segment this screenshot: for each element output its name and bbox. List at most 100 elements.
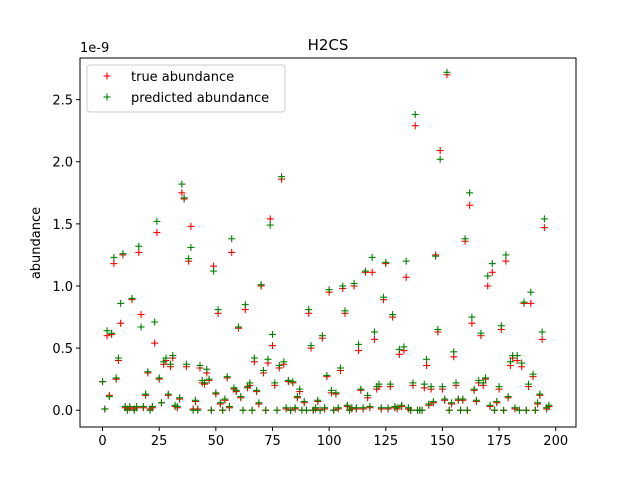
data-point-marker xyxy=(386,380,394,388)
data-point-marker xyxy=(484,282,492,290)
data-point-marker xyxy=(201,379,209,387)
data-point-marker xyxy=(137,311,145,319)
x-tick-label: 175 xyxy=(487,434,512,449)
data-point-marker xyxy=(459,395,467,403)
data-point-marker xyxy=(321,404,329,412)
data-point-marker xyxy=(445,406,453,414)
data-point-marker xyxy=(135,242,143,250)
data-point-marker xyxy=(291,404,299,412)
data-point-marker xyxy=(341,307,349,315)
data-point-marker xyxy=(259,366,267,374)
data-point-marker xyxy=(289,378,297,386)
legend-marker xyxy=(103,93,111,101)
data-point-marker xyxy=(515,406,523,414)
data-point-marker xyxy=(427,383,435,391)
data-point-marker xyxy=(504,393,512,401)
data-point-marker xyxy=(178,180,186,188)
x-tick-label: 100 xyxy=(317,434,342,449)
chart-title: H2CS xyxy=(308,36,349,54)
data-point-marker xyxy=(312,404,320,412)
data-point-marker xyxy=(450,348,458,356)
data-point-marker xyxy=(407,406,415,414)
data-point-marker xyxy=(375,380,383,388)
data-point-marker xyxy=(314,396,322,404)
data-point-marker xyxy=(491,406,499,414)
data-point-marker xyxy=(157,399,165,407)
data-point-marker xyxy=(436,147,444,155)
data-point-marker xyxy=(262,406,270,414)
data-point-marker xyxy=(398,401,406,409)
data-point-marker xyxy=(468,313,476,321)
legend-label: predicted abundance xyxy=(131,91,269,106)
data-point-marker xyxy=(137,323,145,331)
data-point-marker xyxy=(495,383,503,391)
series-2 xyxy=(99,68,553,414)
data-point-marker xyxy=(223,373,231,381)
data-point-marker xyxy=(350,280,358,287)
data-point-marker xyxy=(332,389,340,397)
data-point-marker xyxy=(377,404,385,412)
data-point-marker xyxy=(323,371,331,379)
y-offset-text: 1e-9 xyxy=(80,41,109,56)
data-point-marker xyxy=(130,406,138,414)
data-point-marker xyxy=(463,406,471,414)
data-point-marker xyxy=(443,68,451,76)
data-point-marker xyxy=(153,217,161,225)
data-point-marker xyxy=(167,360,175,368)
data-point-marker xyxy=(409,379,417,387)
data-point-marker xyxy=(239,406,247,414)
data-point-marker xyxy=(278,173,286,181)
data-point-marker xyxy=(101,405,109,413)
data-point-marker xyxy=(255,399,263,407)
legend-box xyxy=(86,64,286,113)
data-point-marker xyxy=(144,368,152,376)
data-point-marker xyxy=(402,273,410,281)
data-point-marker xyxy=(393,404,401,412)
data-point-marker xyxy=(330,406,338,414)
data-point-marker xyxy=(400,343,408,351)
y-axis-label: abundance xyxy=(29,207,44,279)
data-point-marker xyxy=(336,364,344,372)
legend-item: true abundance xyxy=(103,70,234,85)
data-point-marker xyxy=(447,399,455,407)
data-point-marker xyxy=(484,272,492,280)
data-point-marker xyxy=(511,404,519,412)
data-point-marker xyxy=(513,352,521,360)
data-point-marker xyxy=(525,380,533,388)
data-point-marker xyxy=(536,390,544,398)
legend: true abundance predicted abundance xyxy=(86,64,286,113)
legend-item: predicted abundance xyxy=(103,91,269,106)
data-point-marker xyxy=(545,401,553,409)
legend-label: true abundance xyxy=(131,70,234,85)
data-point-marker xyxy=(368,268,376,276)
data-point-marker xyxy=(316,406,324,414)
x-tick-label: 75 xyxy=(264,434,281,449)
data-point-marker xyxy=(264,355,272,363)
data-point-marker xyxy=(169,352,177,360)
data-point-marker xyxy=(296,385,304,393)
data-point-marker xyxy=(307,342,315,350)
data-markers xyxy=(99,68,553,414)
data-point-marker xyxy=(364,391,372,399)
data-point-marker xyxy=(434,325,442,333)
data-point-marker xyxy=(176,394,184,402)
data-point-marker xyxy=(173,403,181,410)
data-point-marker xyxy=(436,155,444,163)
data-point-marker xyxy=(194,406,202,414)
data-point-marker xyxy=(108,329,116,337)
data-point-marker xyxy=(244,383,252,391)
data-point-marker xyxy=(205,375,213,383)
data-point-marker xyxy=(241,301,249,309)
x-tick-label: 50 xyxy=(208,434,225,449)
data-point-marker xyxy=(273,406,281,414)
data-point-marker xyxy=(402,257,410,265)
data-point-marker xyxy=(225,403,233,410)
data-point-marker xyxy=(214,306,222,314)
data-point-marker xyxy=(160,358,168,366)
data-point-marker xyxy=(418,406,426,414)
y-axis-ticks: 0.0 0.5 1.0 1.5 2.0 2.5 xyxy=(52,94,80,419)
data-point-marker xyxy=(318,332,326,340)
data-point-marker xyxy=(357,385,365,393)
data-point-marker xyxy=(103,327,111,335)
